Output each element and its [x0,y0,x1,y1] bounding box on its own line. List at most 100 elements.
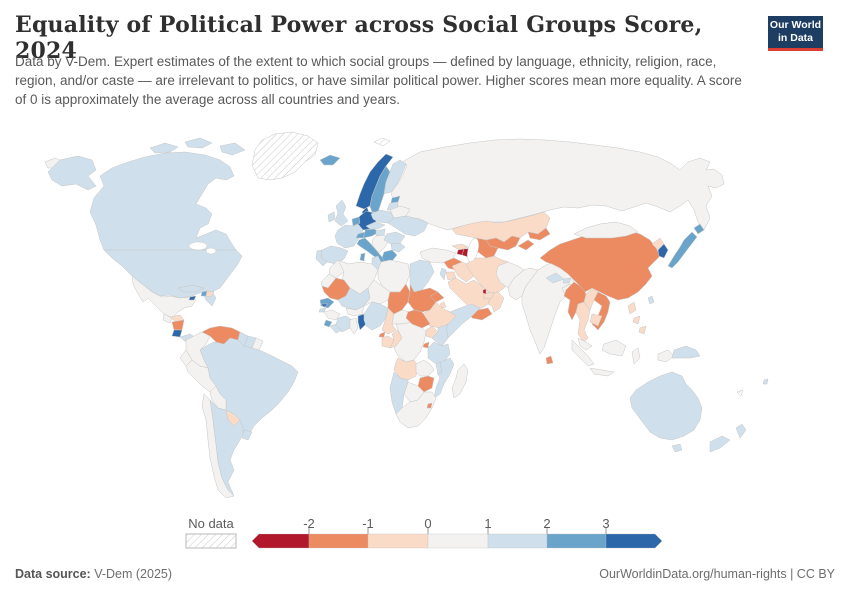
country-egypt[interactable] [409,259,435,293]
country-eritrea[interactable] [429,291,445,303]
country-drc[interactable] [393,321,427,363]
country-fiji[interactable] [762,378,769,385]
map-countries [44,131,769,499]
owid-link[interactable]: OurWorldinData.org/human-rights [599,567,787,581]
country-senegal[interactable] [319,297,335,309]
country-qatar[interactable] [482,288,487,295]
country-argentina[interactable] [209,399,245,497]
data-source-value: V-Dem (2025) [90,567,173,581]
country-new-caledonia[interactable] [736,389,744,397]
country-french-guiana[interactable] [251,337,264,351]
country-bhutan[interactable] [562,277,572,284]
country-guinea-bissau[interactable] [318,307,327,313]
country-costa-rica[interactable] [171,329,183,338]
country-iceland[interactable] [319,154,341,166]
country-georgia[interactable] [451,243,469,251]
country-czech-slovakia[interactable] [365,221,386,230]
country-israel[interactable] [439,267,447,281]
great-lakes-east [205,247,217,255]
country-namibia[interactable] [389,371,409,415]
country-greenland[interactable] [251,131,319,181]
country-ireland[interactable] [327,211,336,223]
country-ghana[interactable] [349,317,359,335]
country-guinea[interactable] [323,309,341,321]
country-cameroon[interactable] [381,307,397,335]
country-mexico[interactable] [131,275,197,319]
country-tajikistan[interactable] [517,239,535,251]
country-madagascar[interactable] [451,363,469,399]
country-gambia[interactable] [320,303,329,308]
country-canada-arctic2[interactable] [184,137,213,149]
country-bulgaria[interactable] [390,242,406,253]
country-nigeria[interactable] [363,301,389,331]
country-philippines[interactable] [627,301,647,335]
country-south-africa[interactable] [395,391,437,429]
owid-logo-line2: in Data [777,32,813,45]
country-south-korea[interactable] [657,243,669,259]
legend-segment-above-3[interactable] [605,533,663,549]
license-label[interactable]: CC BY [796,567,835,581]
country-uruguay[interactable] [241,429,253,441]
country-svalbard[interactable] [373,137,391,147]
country-kyrgyzstan[interactable] [527,227,551,241]
legend-segment-0-1[interactable] [427,533,489,549]
country-canada[interactable] [89,151,237,251]
country-russia[interactable] [389,138,725,231]
country-united-kingdom[interactable] [334,199,349,227]
country-canada-arctic1[interactable] [149,142,179,154]
country-australia[interactable] [629,371,703,453]
country-niger[interactable] [363,279,391,307]
country-burkina-faso[interactable] [345,305,365,317]
country-cambodia[interactable] [589,313,603,327]
country-new-zealand[interactable] [709,423,747,453]
chart-title: Equality of Political Power across Socia… [15,12,703,64]
country-chad[interactable] [387,283,411,315]
legend-segment-below-neg2[interactable] [251,533,310,549]
owid-logo[interactable]: Our World in Data [768,16,823,51]
legend-tick-label: -1 [362,516,374,531]
owid-logo-line1: Our World [769,19,822,31]
legend-tick-label: 1 [484,516,492,531]
legend-segment-1-2[interactable] [487,533,548,549]
legend-segment-neg1-0[interactable] [367,533,429,549]
data-source-note: Data source: V-Dem (2025) [15,567,172,581]
country-cuba[interactable] [177,284,205,293]
legend-tick-label: -2 [303,516,315,531]
country-tanzania[interactable] [427,341,451,365]
legend-no-data-label: No data [188,516,234,531]
country-sierra-leone[interactable] [323,319,333,328]
country-papua-new-guinea[interactable] [671,345,701,359]
legend-segment-2-3[interactable] [546,533,607,549]
country-ukraine[interactable] [387,215,429,237]
country-uae[interactable] [483,291,495,300]
country-thailand[interactable] [575,301,591,343]
country-belarus[interactable] [389,205,411,219]
legend-no-data-swatch[interactable] [185,533,237,549]
country-dominican-republic[interactable] [205,290,215,298]
country-nicaragua[interactable] [171,319,185,331]
country-equatorial-guinea[interactable] [378,331,386,338]
country-canada-arctic3[interactable] [219,142,246,156]
country-zambia[interactable] [415,359,435,377]
country-mongolia[interactable] [573,221,639,239]
legend-tick-label: 0 [424,516,432,531]
country-somalia[interactable] [445,303,481,339]
legend-segment-neg2-neg1[interactable] [308,533,369,549]
country-japan[interactable] [667,223,705,269]
country-guatemala[interactable] [162,313,173,324]
country-malaysia[interactable] [577,337,593,351]
country-portugal[interactable] [315,249,328,267]
country-jamaica[interactable] [188,295,197,301]
country-usa-alaska[interactable] [47,155,97,191]
country-djibouti[interactable] [439,301,447,309]
country-eswatini[interactable] [426,402,433,409]
country-finland[interactable] [383,159,407,195]
footer-separator: | [786,567,797,581]
country-indonesia[interactable] [571,339,675,377]
country-angola[interactable] [393,357,419,381]
country-taiwan[interactable] [647,295,655,305]
country-sri-lanka[interactable] [545,355,554,365]
country-south-sudan[interactable] [405,309,431,329]
